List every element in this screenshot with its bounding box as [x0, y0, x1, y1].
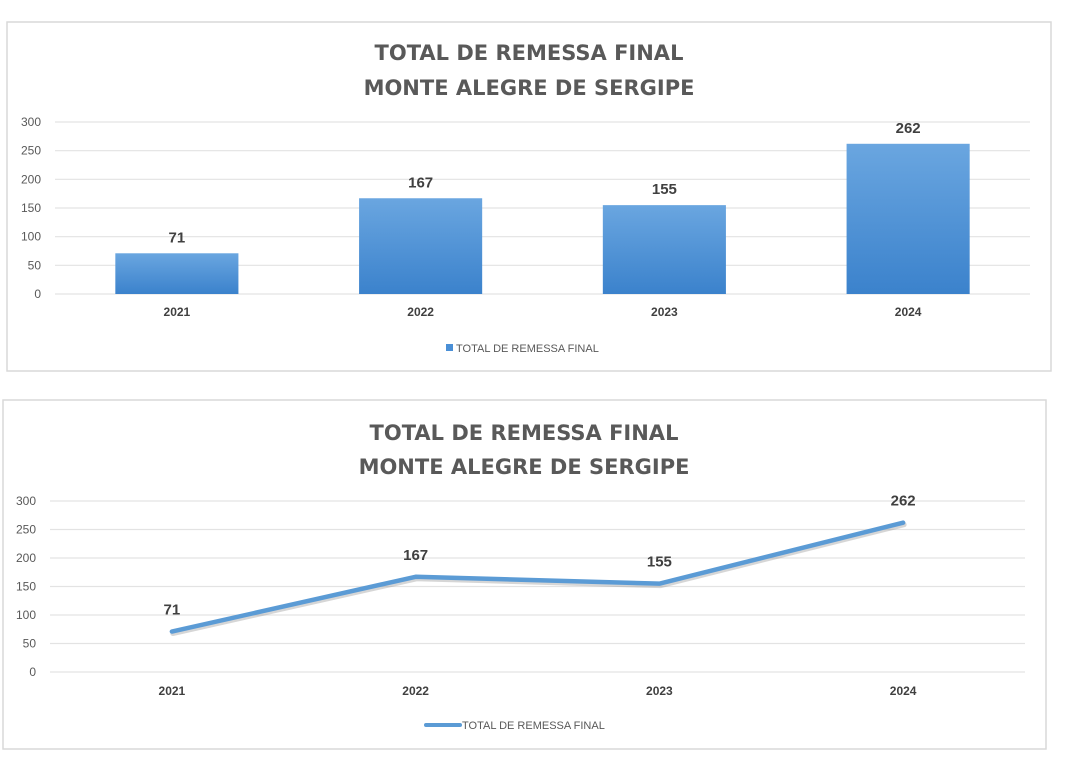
- x-tick-label: 2023: [646, 684, 673, 698]
- x-tick-label: 2022: [407, 305, 434, 319]
- line-chart: TOTAL DE REMESSA FINAL MONTE ALEGRE DE SE…: [2, 399, 1047, 750]
- data-label: 155: [647, 554, 672, 571]
- bar-chart: TOTAL DE REMESSA FINAL MONTE ALEGRE DE SE…: [6, 21, 1052, 372]
- y-tick-label: 0: [29, 665, 36, 679]
- chart-title-line: TOTAL DE REMESSA FINAL: [370, 421, 679, 445]
- y-tick-label: 300: [16, 494, 36, 508]
- x-tick-label: 2021: [159, 684, 186, 698]
- y-tick-label: 0: [34, 287, 41, 301]
- y-tick-label: 50: [23, 637, 37, 651]
- y-tick-label: 300: [21, 115, 41, 129]
- data-label: 167: [408, 174, 433, 191]
- y-tick-label: 100: [16, 608, 36, 622]
- chart-title-line: MONTE ALEGRE DE SERGIPE: [359, 455, 690, 479]
- data-label: 155: [652, 181, 677, 198]
- data-label: 262: [891, 493, 916, 510]
- series-line: [169, 520, 906, 634]
- legend-label: TOTAL DE REMESSA FINAL: [462, 720, 605, 732]
- x-tick-label: 2023: [651, 305, 678, 319]
- chart-frame: [2, 399, 1047, 750]
- y-tick-label: 200: [16, 551, 36, 565]
- y-tick-label: 50: [28, 258, 42, 272]
- bar: [846, 143, 970, 294]
- chart-title-line: MONTE ALEGRE DE SERGIPE: [364, 76, 695, 100]
- x-tick-label: 2021: [164, 305, 191, 319]
- chart-title-line: TOTAL DE REMESSA FINAL: [375, 41, 684, 65]
- data-label: 71: [164, 602, 181, 619]
- data-label: 167: [403, 547, 428, 564]
- bar: [602, 205, 726, 294]
- data-label: 71: [169, 229, 186, 246]
- y-tick-label: 150: [21, 201, 41, 215]
- y-tick-label: 200: [21, 172, 41, 186]
- legend-label: TOTAL DE REMESSA FINAL: [456, 343, 599, 355]
- y-tick-label: 250: [21, 144, 41, 158]
- y-tick-label: 100: [21, 230, 41, 244]
- x-tick-label: 2022: [402, 684, 429, 698]
- y-tick-label: 250: [16, 523, 36, 537]
- bar: [115, 253, 239, 294]
- bar: [359, 198, 483, 294]
- legend-swatch: [446, 344, 453, 351]
- data-label: 262: [896, 120, 921, 137]
- x-tick-label: 2024: [890, 684, 917, 698]
- y-tick-label: 150: [16, 580, 36, 594]
- x-tick-label: 2024: [895, 305, 922, 319]
